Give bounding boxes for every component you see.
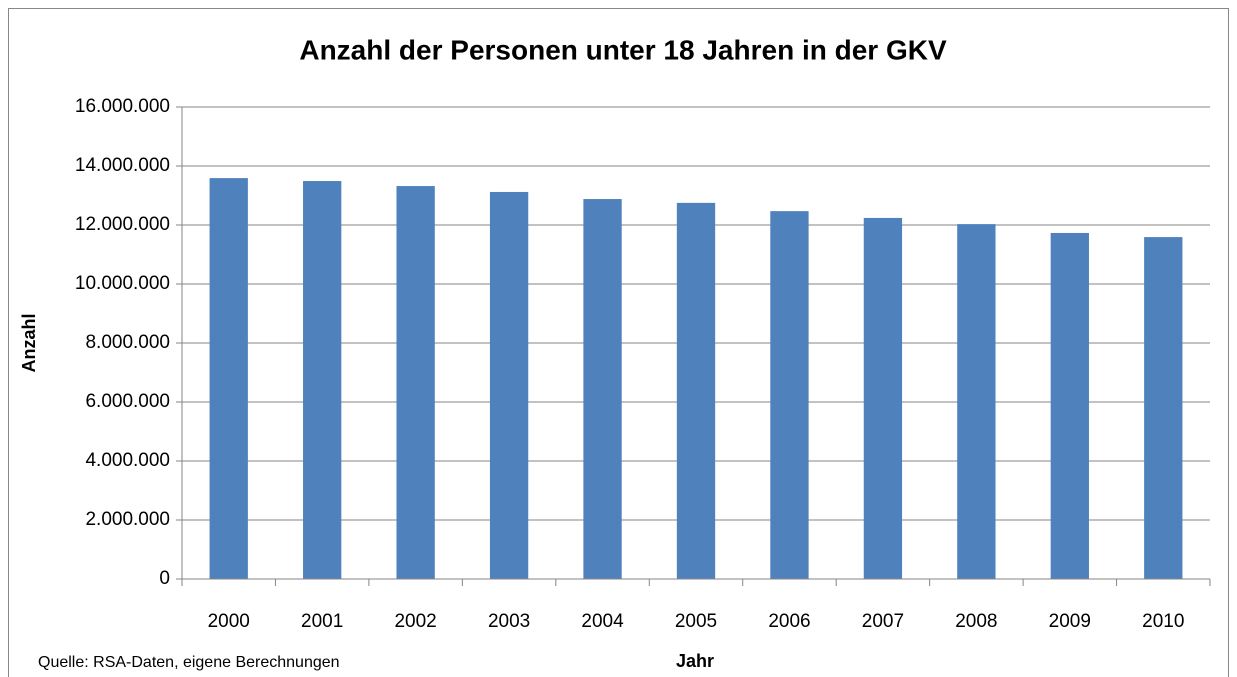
bar (209, 178, 248, 579)
y-tick-label: 10.000.000 (75, 273, 170, 294)
bar (1050, 232, 1089, 579)
chart-title: Anzahl der Personen unter 18 Jahren in d… (299, 34, 947, 65)
bar (957, 224, 996, 580)
y-tick-label: 16.000.000 (75, 96, 170, 117)
x-tick-label: 2000 (208, 611, 250, 632)
bar (770, 211, 809, 579)
x-tick-label: 2001 (301, 611, 343, 632)
x-tick-label: 2008 (955, 611, 997, 632)
bar (489, 191, 529, 579)
x-tick-label: 2004 (581, 611, 624, 632)
bar (1144, 237, 1183, 579)
y-tick-label: 0 (159, 568, 170, 589)
bar (396, 186, 435, 579)
x-tick-label: 2010 (1142, 611, 1184, 632)
y-tick-label: 14.000.000 (75, 155, 170, 176)
y-axis-title: Anzahl (19, 313, 39, 372)
chart-frame (8, 8, 1229, 677)
x-tick-label: 2007 (862, 611, 904, 632)
bar (863, 217, 903, 580)
x-tick-label: 2003 (488, 611, 530, 632)
x-tick-label: 2006 (768, 611, 810, 632)
y-tick-label: 4.000.000 (85, 450, 170, 471)
y-tick-label: 2.000.000 (85, 509, 170, 530)
bar (303, 181, 342, 580)
source-note: Quelle: RSA-Daten, eigene Berechnungen (38, 654, 340, 671)
bar (676, 202, 716, 579)
y-tick-label: 6.000.000 (85, 391, 170, 412)
y-tick-label: 12.000.000 (75, 214, 170, 235)
x-tick-label: 2002 (394, 611, 436, 632)
bar (583, 199, 622, 580)
y-tick-label: 8.000.000 (85, 332, 170, 353)
x-tick-label: 2009 (1049, 611, 1091, 632)
x-axis-title: Jahr (676, 651, 714, 671)
x-tick-label: 2005 (675, 611, 717, 632)
